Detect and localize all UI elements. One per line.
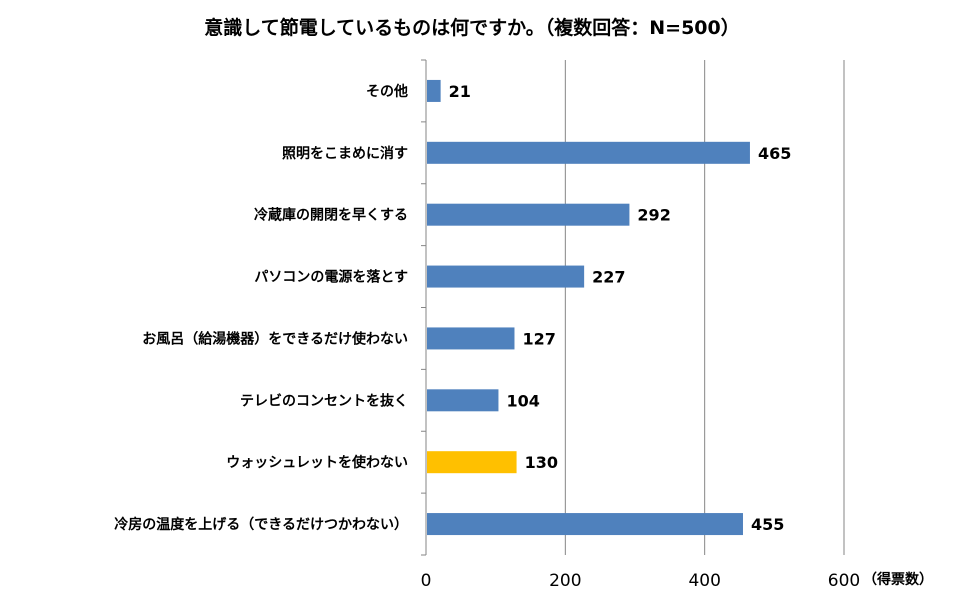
category-label: ウォッシュレットを使わない — [226, 454, 408, 471]
data-label: 127 — [522, 329, 555, 348]
data-label: 465 — [758, 144, 791, 163]
x-tick-label: 200 — [549, 571, 581, 591]
category-label: テレビのコンセントを抜く — [240, 392, 408, 409]
bars — [427, 79, 750, 536]
category-label: 照明をこまめに消す — [282, 145, 408, 162]
bar — [427, 513, 743, 536]
bar — [427, 389, 499, 412]
data-label: 130 — [525, 453, 558, 472]
x-tick-label: 0 — [421, 571, 432, 591]
bar — [427, 203, 630, 226]
category-label: パソコンの電源を落とす — [254, 269, 408, 286]
data-labels: 21 465 292 227 127 104 130 455 — [449, 82, 792, 534]
bar — [427, 141, 750, 164]
data-label: 455 — [751, 515, 784, 534]
data-label: 227 — [592, 268, 625, 287]
bar — [427, 451, 517, 474]
category-label: 冷房の温度を上げる（できるだけつかわない） — [114, 516, 408, 533]
gridlines — [421, 59, 845, 556]
x-axis-ticks: 0 200 400 600 — [421, 571, 861, 591]
bar — [427, 327, 515, 350]
bar — [427, 79, 441, 102]
x-tick-label: 400 — [688, 571, 720, 591]
data-label: 21 — [449, 82, 471, 101]
bar — [427, 265, 585, 288]
data-label: 104 — [506, 391, 539, 410]
category-label: 冷蔵庫の開閉を早くする — [254, 207, 408, 224]
x-axis-unit-label: （得票数） — [863, 571, 933, 588]
x-tick-label: 600 — [828, 571, 860, 591]
category-label: その他 — [366, 83, 408, 100]
chart-title: 意識して節電しているものは何ですか。（複数回答：N=500） — [204, 16, 739, 39]
category-label: お風呂（給湯機器）をできるだけ使わない — [142, 330, 408, 347]
data-label: 292 — [637, 206, 670, 225]
category-labels: その他照明をこまめに消す冷蔵庫の開閉を早くするパソコンの電源を落とすお風呂（給湯… — [114, 83, 408, 533]
